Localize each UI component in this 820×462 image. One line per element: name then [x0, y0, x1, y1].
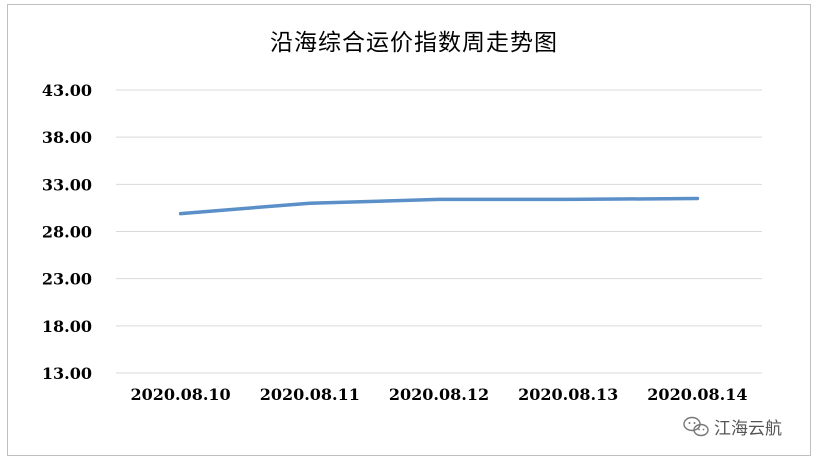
data-point	[695, 196, 700, 201]
y-tick-label: 33.00	[42, 175, 92, 194]
x-tick-label: 2020.08.12	[389, 385, 489, 404]
gridlines	[116, 89, 762, 374]
data-point	[566, 197, 570, 202]
x-axis-ticks: 2020.08.10 2020.08.11 2020.08.12 2020.08.13…	[130, 385, 747, 404]
x-tick-label: 2020.08.11	[260, 385, 360, 404]
x-tick-label: 2020.08.14	[647, 385, 747, 404]
y-tick-label: 13.00	[42, 364, 92, 383]
watermark: 江海云航	[683, 416, 782, 439]
wechat-icon	[683, 416, 709, 437]
y-tick-label: 38.00	[42, 128, 92, 147]
data-point	[179, 211, 183, 216]
y-tick-label: 23.00	[42, 270, 92, 289]
y-tick-label: 43.00	[42, 81, 92, 100]
y-tick-label: 28.00	[42, 223, 92, 242]
data-point	[308, 201, 312, 205]
x-tick-label: 2020.08.13	[518, 385, 618, 404]
data-point	[437, 197, 441, 202]
series-layer	[178, 196, 700, 216]
y-tick-label: 18.00	[42, 317, 92, 336]
chart-frame	[7, 4, 811, 456]
y-axis-ticks: 13.00 18.00 23.00 28.00 33.00 38.00 43.00	[42, 81, 92, 383]
watermark-text: 江海云航	[714, 419, 782, 439]
chart-title: 沿海综合运价指数周走势图	[270, 30, 558, 56]
x-tick-label: 2020.08.10	[130, 385, 230, 404]
